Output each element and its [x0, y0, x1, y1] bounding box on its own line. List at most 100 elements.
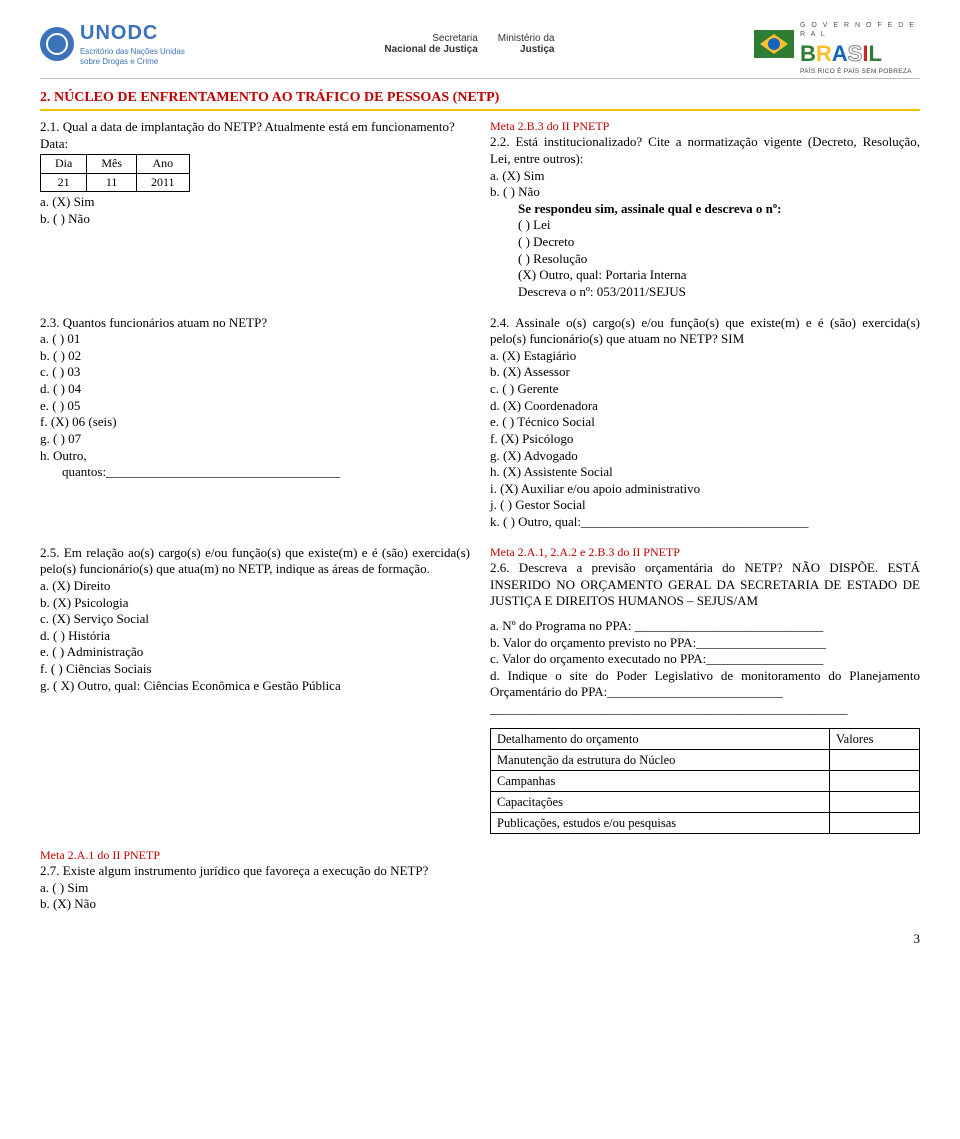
q24-c: c. ( ) Gerente: [490, 381, 920, 398]
brasil-flag-icon: [754, 30, 794, 58]
date-v-dia: 21: [41, 173, 87, 191]
q24-g: g. (X) Advogado: [490, 448, 920, 465]
q21-date-table: Dia Mês Ano 21 11 2011: [40, 154, 190, 192]
budget-r1v: [830, 749, 920, 770]
q23-h: h. Outro,: [40, 448, 470, 465]
q27-b: b. (X) Não: [40, 896, 920, 913]
budget-r4: Publicações, estudos e/ou pesquisas: [491, 812, 830, 833]
q24-h: h. (X) Assistente Social: [490, 464, 920, 481]
q21-data-label: Data:: [40, 136, 470, 153]
q27-a: a. ( ) Sim: [40, 880, 920, 897]
q24-i: i. (X) Auxiliar e/ou apoio administrativ…: [490, 481, 920, 498]
q25-block: 2.5. Em relação ao(s) cargo(s) e/ou funç…: [40, 545, 470, 834]
q23-c: c. ( ) 03: [40, 364, 470, 381]
q26-d2: ________________________________________…: [490, 701, 920, 718]
brasil-top: G O V E R N O F E D E R A L: [800, 22, 920, 40]
q21-block: 2.1. Qual a data de implantação do NETP?…: [40, 119, 470, 301]
q24-j: j. ( ) Gestor Social: [490, 497, 920, 514]
q26-meta: Meta 2.A.1, 2.A.2 e 2.B.3 do II PNETP: [490, 545, 920, 560]
q25-f: f. ( ) Ciências Sociais: [40, 661, 470, 678]
q25-a: a. (X) Direito: [40, 578, 470, 595]
q25-b: b. (X) Psicologia: [40, 595, 470, 612]
q25-text: 2.5. Em relação ao(s) cargo(s) e/ou funç…: [40, 545, 470, 578]
budget-r3: Capacitações: [491, 791, 830, 812]
q23-title: 2.3. Quantos funcionários atuam no NETP?: [40, 315, 470, 332]
ministerio-l2: Justiça: [498, 44, 555, 55]
q26-text: 2.6. Descreva a previsão orçamentária do…: [490, 560, 920, 610]
q24-k: k. ( ) Outro, qual:_____________________…: [490, 514, 920, 531]
q25-g: g. ( X) Outro, qual: Ciências Econômica …: [40, 678, 470, 695]
q21-text: 2.1. Qual a data de implantação do NETP?…: [40, 119, 470, 136]
q22-resolucao: ( ) Resolução: [490, 251, 920, 268]
q22-b: b. ( ) Não: [490, 184, 920, 201]
q23-e: e. ( ) 05: [40, 398, 470, 415]
q24-a: a. (X) Estagiário: [490, 348, 920, 365]
q24-block: 2.4. Assinale o(s) cargo(s) e/ou função(…: [490, 315, 920, 531]
unodc-sub1: Escritório das Nações Unidas: [80, 47, 185, 57]
section-underline: [40, 109, 920, 111]
q27-block: Meta 2.A.1 do II PNETP 2.7. Existe algum…: [40, 848, 920, 913]
q25-e: e. ( ) Administração: [40, 644, 470, 661]
q21-b: b. ( ) Não: [40, 211, 470, 228]
q21-a: a. (X) Sim: [40, 194, 470, 211]
logo-brasil: G O V E R N O F E D E R A L BRASIL PAÍS …: [754, 22, 920, 66]
q23-block: 2.3. Quantos funcionários atuam no NETP?…: [40, 315, 470, 531]
q22-decreto: ( ) Decreto: [490, 234, 920, 251]
header-divider: [40, 78, 920, 79]
date-h-ano: Ano: [137, 155, 190, 173]
q26-d: d. Indique o site do Poder Legislativo d…: [490, 668, 920, 701]
budget-h1: Detalhamento do orçamento: [491, 728, 830, 749]
unodc-title: UNODC: [80, 21, 185, 47]
q26-block: Meta 2.A.1, 2.A.2 e 2.B.3 do II PNETP 2.…: [490, 545, 920, 834]
budget-r2v: [830, 770, 920, 791]
q22-meta: Meta 2.B.3 do II PNETP: [490, 119, 920, 134]
logo-ministries: Secretaria Nacional de Justiça Ministéri…: [384, 33, 554, 55]
unodc-sub2: sobre Drogas e Crime: [80, 57, 185, 67]
date-h-mes: Mês: [87, 155, 137, 173]
budget-r1: Manutenção da estrutura do Núcleo: [491, 749, 830, 770]
header-logos: UNODC Escritório das Nações Unidas sobre…: [40, 14, 920, 74]
q24-d: d. (X) Coordenadora: [490, 398, 920, 415]
page-number: 3: [40, 931, 920, 948]
q25-c: c. (X) Serviço Social: [40, 611, 470, 628]
q26-c: c. Valor do orçamento executado no PPA:_…: [490, 651, 920, 668]
brasil-word: BRASIL: [800, 40, 920, 68]
section-title: 2. NÚCLEO DE ENFRENTAMENTO AO TRÁFICO DE…: [40, 89, 920, 107]
q24-e: e. ( ) Técnico Social: [490, 414, 920, 431]
q23-g: g. ( ) 07: [40, 431, 470, 448]
ministerio-l1: Ministério da: [498, 33, 555, 44]
q27-text: 2.7. Existe algum instrumento jurídico q…: [40, 863, 920, 880]
un-emblem-icon: [40, 27, 74, 61]
secretaria-l2: Nacional de Justiça: [384, 44, 477, 55]
q27-meta: Meta 2.A.1 do II PNETP: [40, 848, 920, 863]
date-h-dia: Dia: [41, 155, 87, 173]
q24-b: b. (X) Assessor: [490, 364, 920, 381]
budget-h2: Valores: [830, 728, 920, 749]
date-v-mes: 11: [87, 173, 137, 191]
budget-r4v: [830, 812, 920, 833]
brasil-tag: PAÍS RICO É PAÍS SEM POBREZA: [800, 68, 920, 76]
q22-se-text: Se respondeu sim, assinale qual e descre…: [518, 201, 781, 216]
q23-quantos: quantos:________________________________…: [40, 464, 470, 481]
q22-a: a. (X) Sim: [490, 168, 920, 185]
q24-f: f. (X) Psicólogo: [490, 431, 920, 448]
secretaria-l1: Secretaria: [384, 33, 477, 44]
budget-table: Detalhamento do orçamento Valores Manute…: [490, 728, 920, 834]
q23-b: b. ( ) 02: [40, 348, 470, 365]
date-v-ano: 2011: [137, 173, 190, 191]
logo-unodc: UNODC Escritório das Nações Unidas sobre…: [40, 21, 185, 67]
q25-d: d. ( ) História: [40, 628, 470, 645]
q22-lei: ( ) Lei: [490, 217, 920, 234]
q23-f: f. (X) 06 (seis): [40, 414, 470, 431]
budget-r3v: [830, 791, 920, 812]
q22-block: Meta 2.B.3 do II PNETP 2.2. Está institu…: [490, 119, 920, 301]
q23-a: a. ( ) 01: [40, 331, 470, 348]
q24-text: 2.4. Assinale o(s) cargo(s) e/ou função(…: [490, 315, 920, 348]
q22-text: 2.2. Está institucionalizado? Cite a nor…: [490, 134, 920, 167]
q26-b: b. Valor do orçamento previsto no PPA:__…: [490, 635, 920, 652]
q22-outro: (X) Outro, qual: Portaria Interna: [490, 267, 920, 284]
q22-descreva: Descreva o nº: 053/2011/SEJUS: [490, 284, 920, 301]
q23-d: d. ( ) 04: [40, 381, 470, 398]
budget-r2: Campanhas: [491, 770, 830, 791]
q22-se: Se respondeu sim, assinale qual e descre…: [490, 201, 920, 218]
